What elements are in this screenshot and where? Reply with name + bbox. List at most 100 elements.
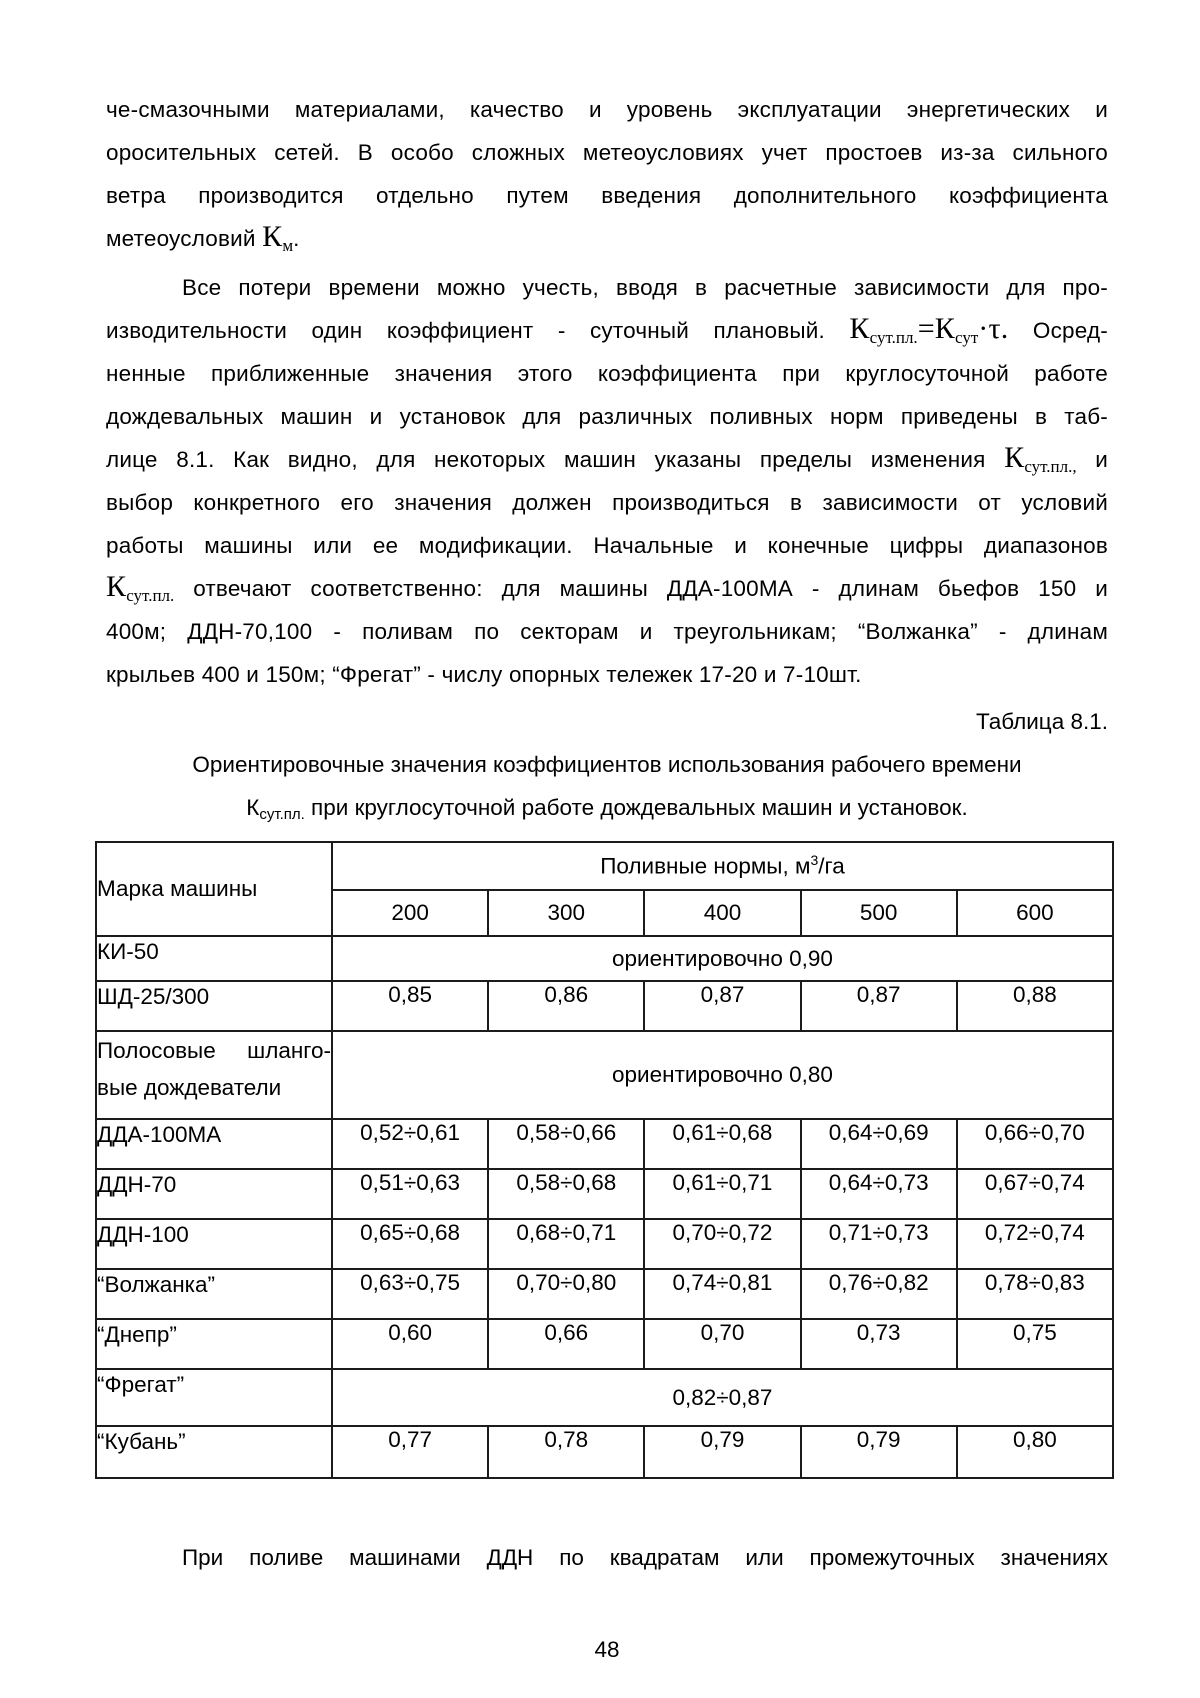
page-number: 48 [594, 1637, 620, 1662]
table-row: “Фрегат” 0,82÷0,87 [95, 1368, 1114, 1427]
table-cell: 0,88 [955, 980, 1114, 1032]
norm-column-600: 600 [955, 889, 1114, 937]
coefficients-table: Марка машины Поливные нормы, м3/га 200 3… [95, 841, 1114, 1479]
table-row: Полосовые шланго- вые дождеватели ориент… [95, 1030, 1114, 1120]
table-cell: 0,74÷0,81 [643, 1268, 802, 1320]
row-label: Полосовые шланго- вые дождеватели [95, 1030, 333, 1120]
text-line: Все потери времени можно учесть, вводя в… [182, 275, 1108, 300]
table-cell: 0,76÷0,82 [799, 1268, 958, 1320]
row-label: “Днепр” [95, 1318, 333, 1370]
text-line: Ксут.пл. отвечают соответственно: для ма… [106, 567, 1108, 610]
text-segment: лице 8.1. Как видно, для некоторых машин… [106, 447, 1005, 472]
table-cell: 0,67÷0,74 [955, 1168, 1114, 1220]
table-row: КИ-50 ориентировочно 0,90 [95, 935, 1114, 982]
table-cell: 0,51÷0,63 [330, 1168, 490, 1220]
table-cell: 0,80 [955, 1425, 1114, 1479]
table-cell: 0,77 [330, 1425, 490, 1479]
table-header-row: Марка машины Поливные нормы, м3/га [95, 841, 1114, 937]
caption-text: при круглосуточной работе дождевальных м… [304, 795, 968, 820]
formula-k-sut-pl: Ксут.пл. [106, 570, 175, 605]
row-label: “Фрегат” [95, 1368, 333, 1427]
table-cell: 0,60 [330, 1318, 490, 1370]
table-cell: 0,79 [799, 1425, 958, 1479]
table-caption: Ориентировочные значения коэффициентов и… [106, 743, 1108, 829]
text-line: лице 8.1. Как видно, для некоторых машин… [106, 438, 1108, 481]
formula-k-sut-pl-equation: Ксут.пл.=Ксут·τ. [849, 312, 1009, 347]
paragraph-2: Все потери времени можно учесть, вводя в… [106, 266, 1108, 696]
text-line: че-смазочными материалами, качество и ур… [106, 97, 1108, 122]
caption-line: Ксут.пл. при круглосуточной работе дожде… [106, 786, 1108, 829]
text-segment: . [293, 226, 300, 251]
table-cell: 0,75 [955, 1318, 1114, 1370]
table-cell: 0,86 [487, 980, 646, 1032]
table-cell: 0,66÷0,70 [955, 1118, 1114, 1170]
row-label: ДДА-100МА [95, 1118, 333, 1170]
table-cell: 0,79 [643, 1425, 802, 1479]
table-cell: 0,66 [487, 1318, 646, 1370]
text-line: 400м; ДДН-70,100 - поливам по секторам и… [106, 619, 1108, 644]
table-row: “Кубань” 0,77 0,78 0,79 0,79 0,80 [95, 1425, 1114, 1479]
table-cell: 0,70÷0,80 [487, 1268, 646, 1320]
table-cell: 0,61÷0,71 [643, 1168, 802, 1220]
norm-column-200: 200 [330, 889, 490, 937]
text-segment: Осред- [1008, 318, 1108, 343]
table-row: ДДН-100 0,65÷0,68 0,68÷0,71 0,70÷0,72 0,… [95, 1218, 1114, 1270]
table-row: ДДА-100МА 0,52÷0,61 0,58÷0,66 0,61÷0,68 … [95, 1118, 1114, 1170]
table-cell: 0,71÷0,73 [799, 1218, 958, 1270]
text-line: ветра производится отдельно путем введен… [106, 183, 1108, 208]
table-cell: 0,52÷0,61 [330, 1118, 490, 1170]
table-cell: 0,72÷0,74 [955, 1218, 1114, 1270]
table-cell: 0,73 [799, 1318, 958, 1370]
text-line: оросительных сетей. В особо сложных мете… [106, 140, 1108, 165]
formula-k-sut-pl: Ксут.пл., [1004, 441, 1077, 476]
table-cell: 0,64÷0,73 [799, 1168, 958, 1220]
row-label: “Кубань” [95, 1425, 333, 1479]
table-cell: 0,58÷0,68 [487, 1168, 646, 1220]
table-cell: 0,70÷0,72 [643, 1218, 802, 1270]
table-subheader-row: 200 300 400 500 600 [96, 889, 1114, 937]
row-label: “Волжанка” [95, 1268, 333, 1320]
table-row: ДДН-70 0,51÷0,63 0,58÷0,68 0,61÷0,71 0,6… [95, 1168, 1114, 1220]
table-row: “Волжанка” 0,63÷0,75 0,70÷0,80 0,74÷0,81… [95, 1268, 1114, 1320]
table-cell: 0,65÷0,68 [330, 1218, 490, 1270]
column-header-machine: Марка машины [95, 841, 333, 937]
span-cell: ориентировочно 0,80 [331, 1030, 1114, 1120]
row-label: ШД-25/300 [95, 980, 333, 1032]
paragraph-3: При поливе машинами ДДН по квадратам или… [182, 1545, 1108, 1570]
table-cell: 0,85 [330, 980, 490, 1032]
table-number-label: Таблица 8.1. [975, 709, 1108, 734]
text-line: изводительности один коэффициент - суточ… [106, 309, 1108, 352]
span-cell: ориентировочно 0,90 [331, 935, 1114, 982]
table-cell: 0,61÷0,68 [643, 1118, 802, 1170]
table-cell: 0,87 [799, 980, 958, 1032]
norm-column-300: 300 [487, 889, 646, 937]
row-label: ДДН-70 [95, 1168, 333, 1220]
text-segment: отвечают соответственно: для машины ДДА-… [174, 576, 1108, 601]
caption-k-symbol: Ксут.пл. [246, 795, 305, 823]
formula-k-meteo: Км [262, 220, 294, 255]
text-line: дождевальных машин и установок для разли… [106, 404, 1108, 429]
row-label: КИ-50 [95, 935, 333, 982]
table-cell: 0,63÷0,75 [330, 1268, 490, 1320]
text-segment: метеоусловий [106, 226, 263, 251]
table-cell: 0,68÷0,71 [487, 1218, 646, 1270]
table-row: ШД-25/300 0,85 0,86 0,87 0,87 0,88 [95, 980, 1114, 1032]
text-segment: изводительности один коэффициент - суточ… [106, 318, 850, 343]
table-cell: 0,58÷0,66 [487, 1118, 646, 1170]
table-cell: 0,64÷0,69 [799, 1118, 958, 1170]
text-segment: и [1076, 447, 1108, 472]
text-line: ненные приближенные значения этого коэфф… [106, 361, 1108, 386]
table-cell: 0,78÷0,83 [955, 1268, 1114, 1320]
text-line: выбор конкретного его значения должен пр… [106, 490, 1108, 515]
table-cell: 0,78 [487, 1425, 646, 1479]
text-line: метеоусловий Км. [106, 217, 1108, 260]
table-cell: 0,87 [643, 980, 802, 1032]
span-cell: 0,82÷0,87 [331, 1368, 1114, 1427]
row-label: ДДН-100 [95, 1218, 333, 1270]
text-line: крыльев 400 и 150м; “Фрегат” - числу опо… [106, 662, 862, 687]
norm-column-400: 400 [643, 889, 802, 937]
text-line: работы машины или ее модификации. Началь… [106, 533, 1108, 558]
table-row: “Днепр” 0,60 0,66 0,70 0,73 0,75 [95, 1318, 1114, 1370]
column-header-norms: Поливные нормы, м3/га [331, 841, 1114, 891]
